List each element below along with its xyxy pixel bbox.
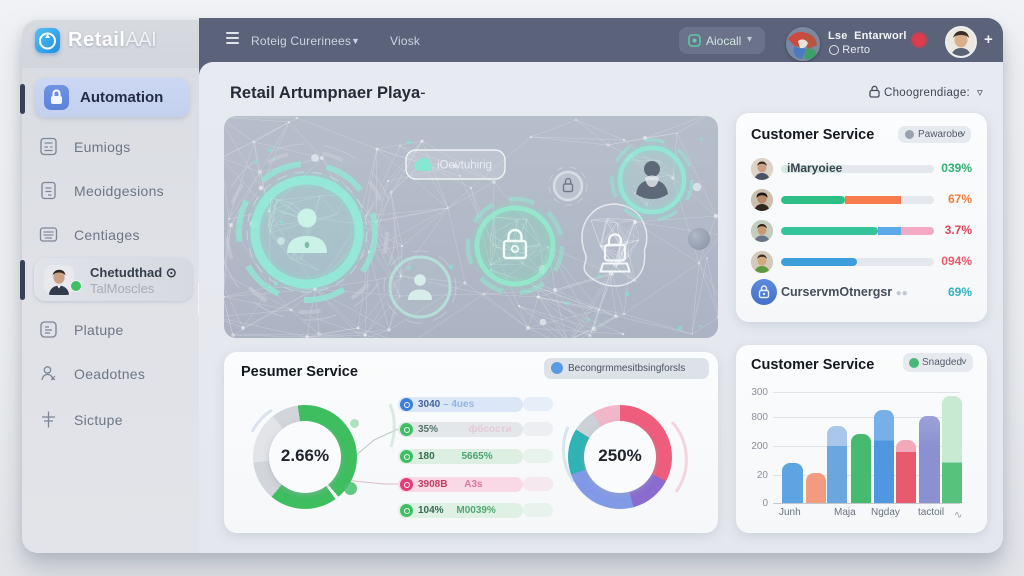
svg-text:iOevtuhirig: iOevtuhirig [437,160,492,172]
